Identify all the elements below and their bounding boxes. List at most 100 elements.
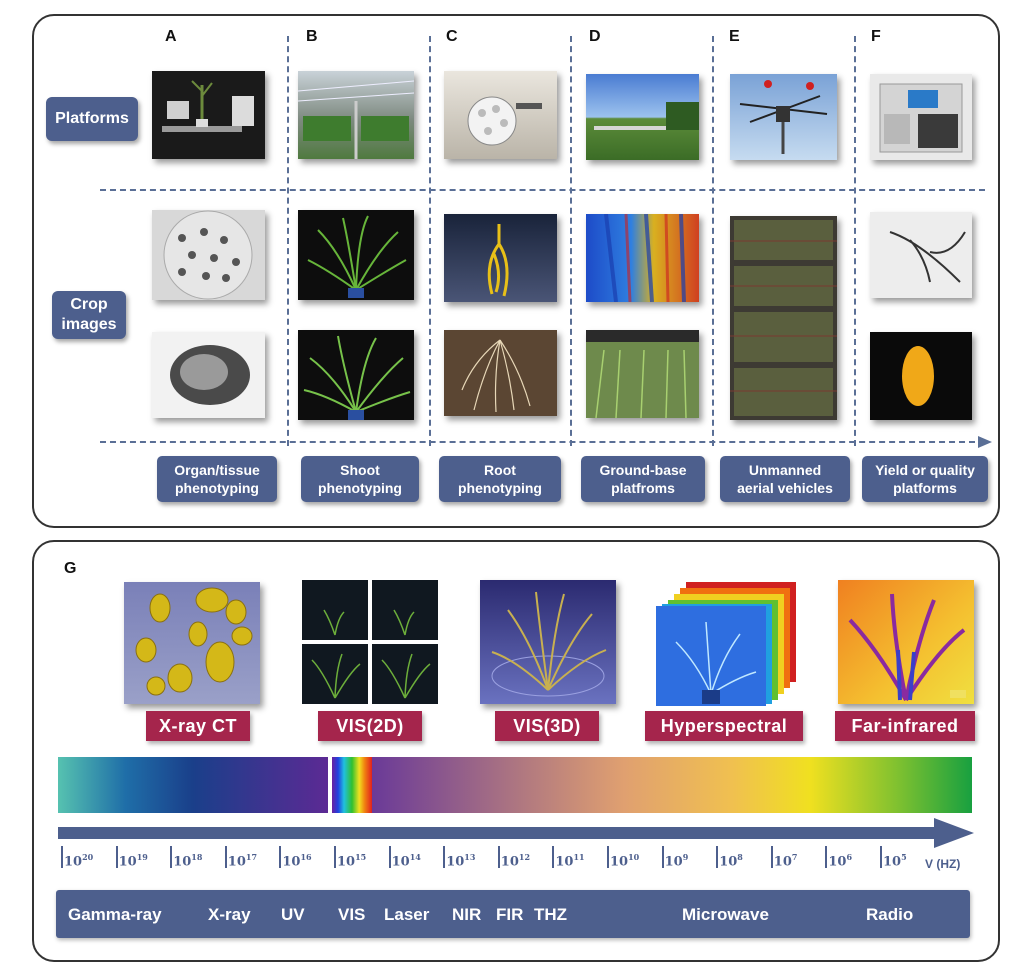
category-label-line: platforms	[893, 480, 957, 496]
frequency-tick-mark	[170, 846, 173, 868]
frequency-tick-label: 1018	[173, 852, 202, 869]
platform-image-root-chamber	[444, 71, 557, 159]
crop-image-seed-section	[152, 332, 265, 418]
crop-image-shoot-2	[298, 330, 414, 420]
category-axis-line	[100, 441, 975, 443]
frequency-tick-base: 10	[282, 854, 301, 870]
frequency-tick-base: 10	[173, 854, 192, 870]
column-divider	[287, 36, 289, 446]
frequency-tick-label: 106	[828, 852, 852, 869]
frequency-tick-mark	[497, 846, 500, 868]
frequency-tick-base: 10	[719, 854, 738, 870]
band-label-fir: FIR	[496, 905, 524, 924]
band-label-vis: VIS	[338, 905, 366, 924]
category-label-line: aerial vehicles	[737, 480, 833, 496]
band-label-uv: UV	[281, 905, 305, 924]
column-divider	[712, 36, 714, 446]
frequency-tick-base: 10	[64, 854, 83, 870]
column-letter-f: F	[871, 28, 881, 45]
frequency-tick-mark	[607, 846, 609, 868]
column-letter-a: A	[165, 28, 177, 45]
vis-3d-image	[480, 580, 616, 704]
crop-image-panicle	[870, 212, 972, 298]
column-letter-e: E	[729, 28, 740, 45]
column-letter-c: C	[446, 28, 458, 45]
frequency-tick-exponent: 17	[245, 852, 258, 862]
frequency-tick-mark	[334, 846, 336, 868]
frequency-tick-label: 1011	[555, 852, 584, 869]
frequency-tick-base: 10	[500, 854, 519, 870]
panel-letter-g: G	[64, 560, 77, 577]
band-label-radio: Radio	[866, 905, 914, 924]
spectrum-bar-high-energy	[58, 757, 328, 813]
spectrum-bar-low-energy	[372, 757, 972, 813]
frequency-tick-exponent: 5	[901, 852, 907, 862]
frequency-tick-mark	[224, 846, 227, 868]
frequency-tick-mark	[115, 846, 118, 868]
frequency-tick-label: 1010	[610, 852, 639, 869]
category-label-shoot: Shoot phenotyping	[301, 456, 419, 502]
frequency-tick-label: 1014	[392, 852, 421, 869]
modality-label-vis-3d: VIS(3D)	[495, 711, 599, 741]
frequency-tick-exponent: 9	[682, 852, 689, 862]
crop-image-grain	[870, 332, 972, 420]
frequency-tick-base: 10	[664, 854, 683, 870]
frequency-tick-exponent: 12	[518, 852, 531, 862]
crop-image-shoot-1	[298, 210, 414, 300]
category-label-line: Organ/tissue	[174, 462, 260, 478]
category-label-line: phenotyping	[318, 480, 402, 496]
spectrum-band-bar	[56, 890, 970, 938]
frequency-tick-base: 10	[555, 854, 574, 870]
frequency-tick-exponent: 13	[464, 852, 476, 862]
frequency-tick-base: 10	[227, 854, 246, 870]
frequency-axis-arrow	[58, 818, 974, 848]
frequency-tick-mark	[61, 846, 63, 868]
frequency-tick-base: 10	[773, 854, 792, 870]
platform-image-organ	[152, 71, 265, 159]
category-label-yield: Yield or quality platforms	[862, 456, 988, 502]
frequency-tick-label: 1020	[64, 852, 93, 869]
frequency-tick-label: 108	[719, 852, 743, 869]
modality-label-xray-ct: X-ray CT	[146, 711, 250, 741]
frequency-tick-base: 10	[391, 854, 410, 870]
frequency-tick-label: 109	[665, 852, 689, 869]
frequency-tick-exponent: 14	[409, 852, 421, 862]
category-label-ground: Ground-base platfroms	[581, 456, 705, 502]
frequency-tick-mark	[716, 846, 719, 868]
frequency-tick-mark	[443, 846, 446, 868]
platform-image-drone	[730, 74, 837, 160]
frequency-tick-base: 10	[610, 854, 629, 870]
frequency-tick-exponent: 11	[573, 852, 585, 862]
frequency-tick-exponent: 16	[300, 852, 312, 862]
frequency-tick-label: 1015	[337, 852, 366, 869]
frequency-tick-base: 10	[337, 854, 356, 870]
frequency-tick-base: 10	[446, 854, 465, 870]
category-label-line: Yield or quality	[875, 462, 975, 478]
band-label-nir: NIR	[452, 905, 482, 924]
platform-image-greenhouse	[298, 71, 414, 159]
frequency-tick-base: 10	[883, 854, 902, 870]
column-letter-b: B	[306, 28, 318, 45]
vis-2d-image	[302, 580, 438, 704]
category-label-organ: Organ/tissue phenotyping	[157, 456, 277, 502]
band-label-microwave: Microwave	[682, 905, 769, 924]
modality-label-vis-2d: VIS(2D)	[318, 711, 422, 741]
frequency-tick-label: 1016	[282, 852, 311, 869]
modality-label-hyperspectral: Hyperspectral	[645, 711, 803, 741]
frequency-tick-label: 107	[774, 852, 798, 869]
frequency-tick-mark	[661, 846, 664, 868]
frequency-tick-label: 1012	[501, 852, 530, 869]
xray-ct-image	[124, 582, 260, 704]
row-label-crop-line2: images	[61, 316, 117, 333]
crop-image-aerial-plots	[730, 216, 837, 420]
frequency-tick-exponent: 6	[846, 852, 853, 862]
frequency-tick-exponent: 8	[737, 852, 743, 862]
category-label-line: platfroms	[611, 480, 675, 496]
crop-image-field-heatmap	[586, 214, 699, 302]
band-label-x-ray: X-ray	[208, 905, 251, 924]
frequency-tick-mark	[552, 846, 555, 868]
frequency-tick-exponent: 7	[791, 852, 798, 862]
crop-image-roots	[444, 330, 557, 416]
frequency-tick-exponent: 15	[355, 852, 367, 862]
column-divider	[570, 36, 572, 446]
